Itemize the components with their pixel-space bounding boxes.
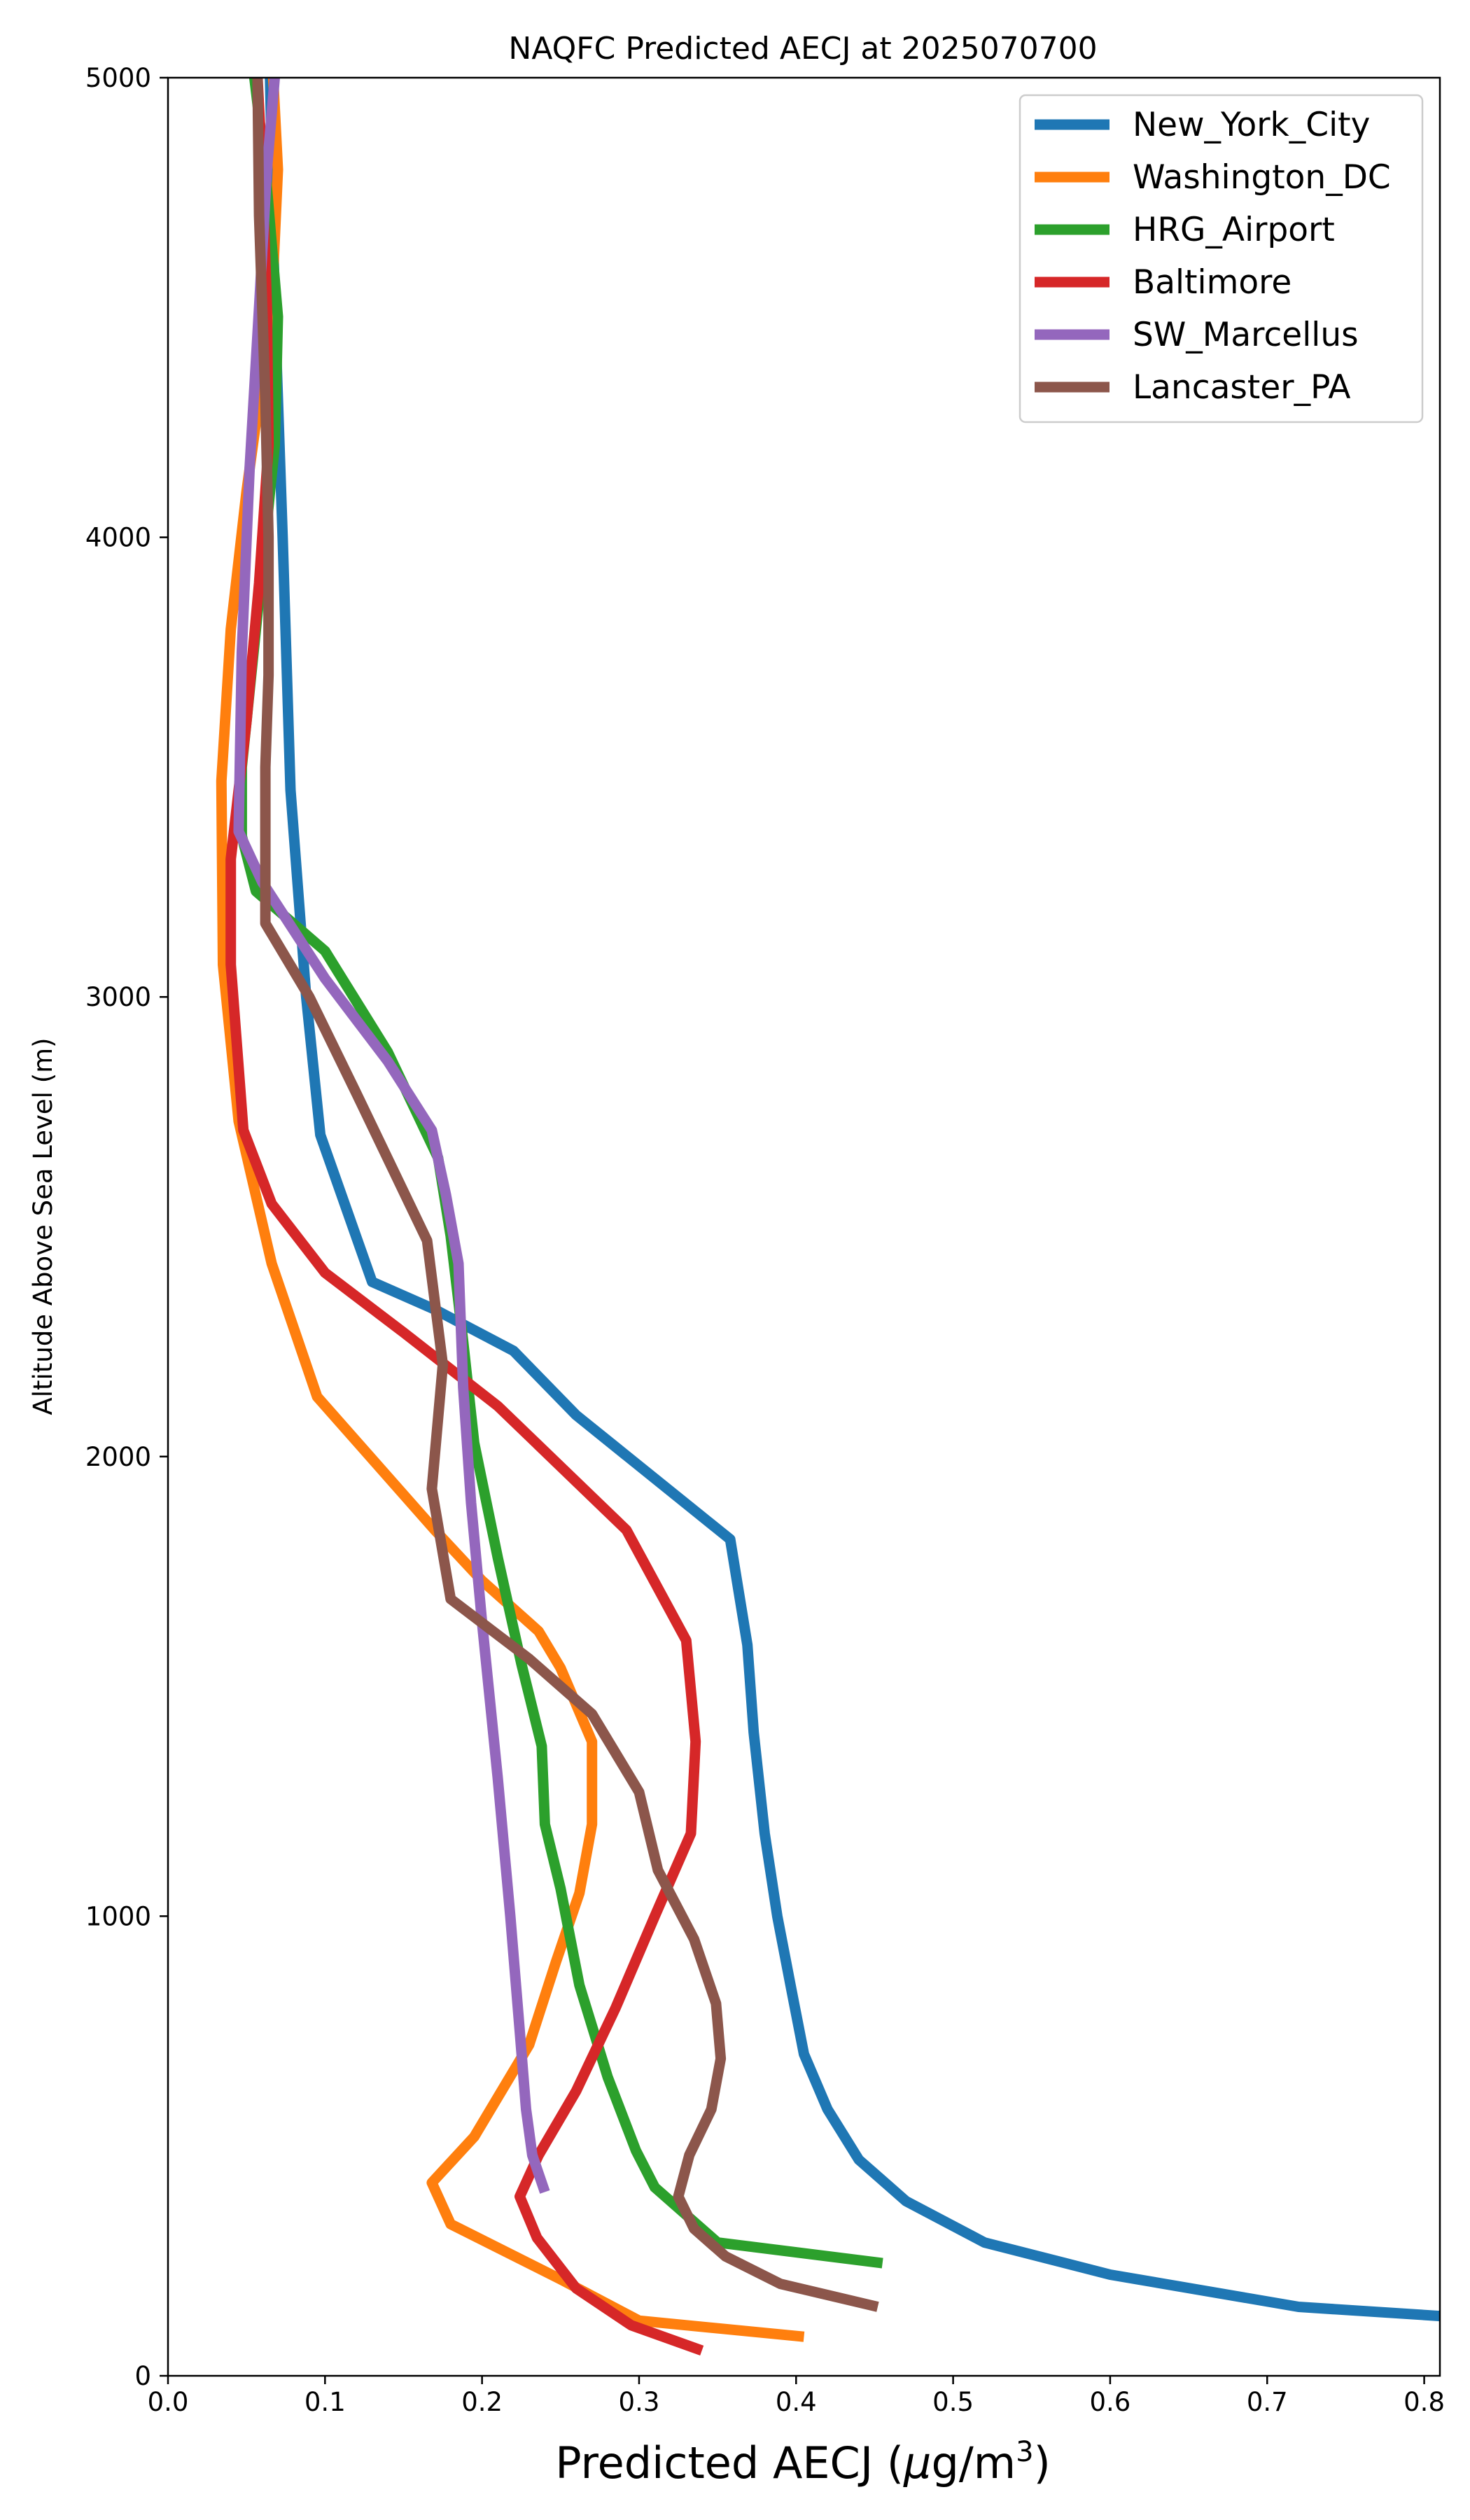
legend-box — [1018, 94, 1424, 424]
series-layer — [216, 78, 1440, 2356]
y-tick-label: 5000 — [85, 63, 151, 93]
x-tick-label: 0.7 — [1247, 2387, 1288, 2417]
series-line-washington-dc — [216, 78, 805, 2342]
plot-frame — [167, 76, 1441, 2377]
legend-label: SW_Marcellus — [1133, 316, 1359, 354]
legend-label: Washington_DC — [1133, 158, 1391, 197]
series-line-baltimore — [225, 78, 704, 2356]
x-tick-label: 0.6 — [1090, 2387, 1131, 2417]
y-tick-label: 4000 — [85, 523, 151, 553]
legend-label: Baltimore — [1133, 263, 1292, 302]
series-line-sw-marcellus — [233, 78, 550, 2194]
x-tick-label: 0.2 — [461, 2387, 503, 2417]
y-tick-label: 0 — [134, 2361, 151, 2391]
x-tick-label: 0.0 — [148, 2387, 189, 2417]
series-line-lancaster-pa — [252, 78, 879, 2312]
x-tick-label: 0.8 — [1404, 2387, 1445, 2417]
x-axis: 0.0 0.1 0.2 0.3 0.4 0.5 0.6 0.7 0.8 — [148, 2376, 1445, 2417]
x-tick-label: 0.1 — [304, 2387, 346, 2417]
legend-label: HRG_Airport — [1133, 211, 1335, 249]
x-tick-label: 0.4 — [776, 2387, 817, 2417]
y-tick-label: 1000 — [85, 1901, 151, 1931]
x-tick-label: 0.3 — [619, 2387, 660, 2417]
legend-label: New_York_City — [1133, 106, 1370, 144]
x-tick-label: 0.5 — [932, 2387, 974, 2417]
chart-title: NAQFC Predicted AECJ at 2025070700 — [508, 31, 1097, 66]
x-axis-label: Predicted AECJ (μg/m3) — [555, 2436, 1051, 2488]
legend-label: Lancaster_PA — [1133, 368, 1351, 407]
y-tick-label: 3000 — [85, 982, 151, 1012]
y-axis: 0 1000 2000 3000 4000 5000 — [85, 63, 168, 2391]
series-line-new-york-city — [265, 78, 1440, 2322]
legend: New_York_City Washington_DC HRG_Airport Bal… — [1018, 94, 1424, 424]
y-axis-label: Altitude Above Sea Level (m) — [28, 1037, 58, 1415]
y-tick-label: 2000 — [85, 1442, 151, 1472]
